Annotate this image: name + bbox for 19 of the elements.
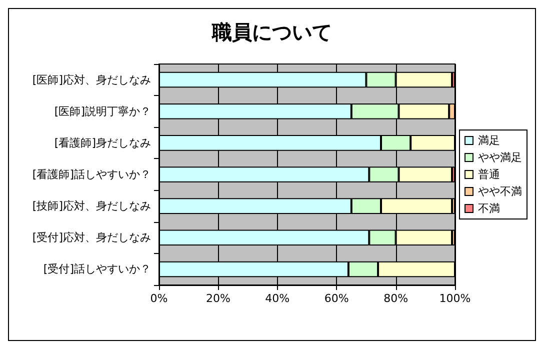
y-tick-label: [受付]応対、身だしなみ	[32, 231, 151, 244]
x-tick-label: 60%	[324, 292, 349, 305]
y-tick-label: [医師]応対、身だしなみ	[32, 73, 151, 86]
legend-label: やや不満	[478, 185, 522, 198]
y-tick-label: [医師]説明丁寧か？	[54, 104, 151, 118]
x-tick-label: 100%	[439, 292, 471, 305]
chart-title: 職員について	[211, 20, 332, 44]
x-tick-label: 20%	[206, 292, 230, 305]
y-tick-label: [技師]応対、身だしなみ	[32, 200, 151, 213]
legend-label: 普通	[478, 168, 500, 181]
legend-label: 満足	[478, 134, 500, 147]
legend-label: やや満足	[478, 151, 522, 164]
x-tick-label: 40%	[265, 292, 290, 305]
y-tick-label: [看護師]話しやすいか？	[32, 168, 151, 181]
y-tick-label: [看護師]身だしなみ	[54, 136, 151, 150]
y-tick-label: [受付]話しやすいか？	[43, 262, 151, 276]
legend-label: 不満	[478, 202, 500, 215]
x-tick-label: 80%	[384, 292, 408, 305]
x-tick-label: 0%	[150, 292, 168, 305]
